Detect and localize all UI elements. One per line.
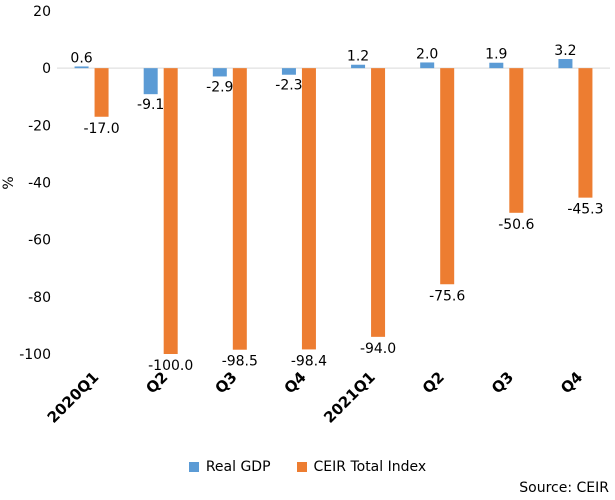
bar-ceir-total-index bbox=[371, 68, 386, 337]
data-label-real-gdp: -9.1 bbox=[137, 97, 164, 113]
data-label-ceir-total-index: -45.3 bbox=[567, 202, 603, 218]
y-tick-label: -20 bbox=[28, 118, 51, 134]
data-label-ceir-total-index: -50.6 bbox=[498, 217, 534, 233]
data-label-real-gdp: 1.9 bbox=[485, 47, 507, 63]
y-tick-label: 20 bbox=[33, 4, 51, 20]
bar-ceir-total-index bbox=[163, 68, 178, 355]
y-axis: 20 0 -20 -40 -60 -80 -100 bbox=[19, 4, 51, 363]
data-label-real-gdp: -2.9 bbox=[206, 79, 233, 95]
y-tick-label: -80 bbox=[28, 290, 51, 306]
data-label-real-gdp: 0.6 bbox=[70, 50, 92, 66]
data-label-ceir-total-index: -75.6 bbox=[429, 288, 465, 304]
data-label-real-gdp: 3.2 bbox=[554, 43, 576, 59]
source-note: Source: CEIR bbox=[519, 480, 609, 496]
bar-real-gdp bbox=[489, 62, 504, 69]
x-tick-label: 2021Q1 bbox=[320, 368, 379, 427]
data-label-real-gdp: 1.2 bbox=[347, 49, 369, 65]
data-label-ceir-total-index: -17.0 bbox=[83, 121, 119, 137]
x-tick-label: Q4 bbox=[281, 368, 310, 397]
data-label-ceir-total-index: -100.0 bbox=[148, 358, 193, 374]
data-label-real-gdp: -2.3 bbox=[275, 78, 302, 94]
bar-ceir-total-index bbox=[94, 68, 109, 117]
y-tick-label: -40 bbox=[28, 176, 51, 192]
bar-ceir-total-index bbox=[301, 68, 316, 350]
bar-real-gdp bbox=[143, 68, 158, 95]
bar-real-gdp bbox=[74, 66, 89, 69]
x-tick-label: 2020Q1 bbox=[44, 368, 103, 427]
bar-ceir-total-index bbox=[440, 68, 455, 285]
data-label-ceir-total-index: -94.0 bbox=[360, 341, 396, 357]
bar-real-gdp bbox=[281, 68, 296, 75]
bar-real-gdp bbox=[212, 68, 227, 77]
bar-real-gdp bbox=[558, 59, 573, 69]
bars bbox=[74, 59, 593, 355]
bar-real-gdp bbox=[351, 64, 366, 69]
legend-item-real-gdp: Real GDP bbox=[188, 456, 271, 478]
bar-ceir-total-index bbox=[232, 68, 247, 350]
legend-label-ceir-total-index: CEIR Total Index bbox=[313, 459, 427, 475]
data-label-ceir-total-index: -98.4 bbox=[291, 353, 327, 369]
x-axis: 2020Q1 Q2 Q3 Q4 2021Q1 Q2 Q3 Q4 bbox=[44, 67, 610, 427]
bar-real-gdp bbox=[420, 62, 435, 69]
y-tick-label: -60 bbox=[28, 233, 51, 249]
data-label-ceir-total-index: -98.5 bbox=[222, 354, 258, 370]
data-label-real-gdp: 2.0 bbox=[416, 46, 438, 62]
bar-ceir-total-index bbox=[578, 68, 593, 198]
y-tick-label: 0 bbox=[42, 61, 51, 77]
x-tick-label: Q4 bbox=[557, 368, 586, 397]
legend-swatch-real-gdp bbox=[188, 462, 199, 472]
legend: Real GDP CEIR Total Index bbox=[0, 456, 615, 478]
legend-label-real-gdp: Real GDP bbox=[205, 459, 271, 475]
legend-swatch-ceir-total-index bbox=[296, 462, 307, 472]
y-axis-label: % bbox=[1, 176, 17, 189]
data-labels: 0.6 -9.1 -2.9 -2.3 1.2 2.0 1.9 3.2 -17.0 -100.0 -9… bbox=[70, 43, 603, 374]
bar-ceir-total-index bbox=[509, 68, 524, 213]
x-tick-label: Q3 bbox=[212, 368, 241, 397]
x-tick-label: Q2 bbox=[419, 368, 448, 397]
y-tick-label: -100 bbox=[19, 347, 51, 363]
x-tick-label: Q3 bbox=[488, 368, 517, 397]
legend-item-ceir-total-index: CEIR Total Index bbox=[296, 456, 427, 478]
